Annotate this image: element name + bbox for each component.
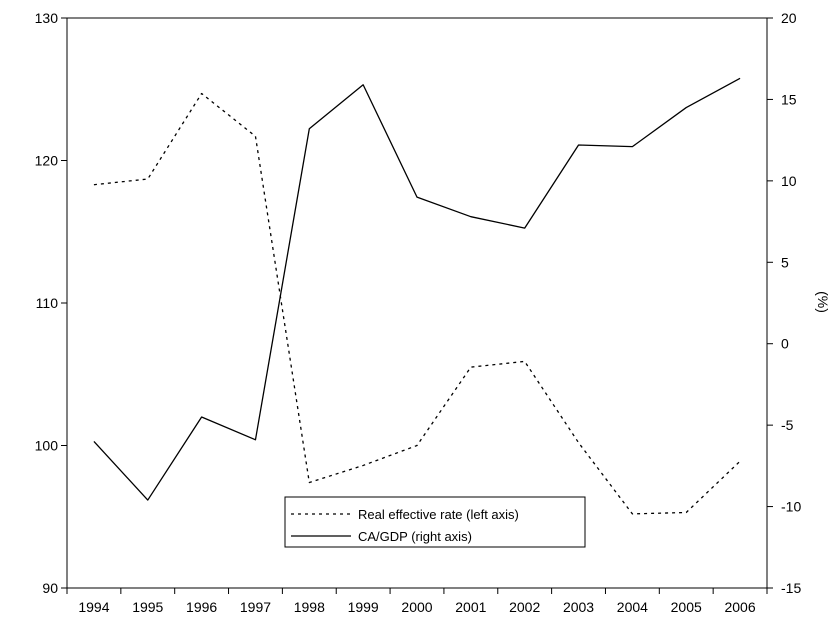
left-tick-label: 100 [35,438,59,454]
x-tick-label: 1996 [186,599,217,615]
right-tick-label: 5 [781,254,789,270]
x-tick-label: 2005 [671,599,702,615]
series-line-ca-gdp [93,77,741,501]
x-tick-label: 2004 [617,599,648,615]
right-tick-label: -5 [781,417,794,433]
series-layer [93,77,741,515]
x-tick-label: 2000 [401,599,432,615]
legend: Real effective rate (left axis) CA/GDP (… [284,496,586,548]
right-axis-label: (%) [815,291,831,313]
x-tick-label: 1999 [348,599,379,615]
right-tick-label: 0 [781,336,789,352]
right-tick-label: 10 [781,173,797,189]
x-tick-label: 1994 [78,599,109,615]
x-tick-label: 2002 [509,599,540,615]
left-tick-label: 130 [35,10,59,26]
left-tick-label: 120 [35,153,59,169]
legend-box [284,496,586,548]
series-line-real-effective-rate [93,92,741,515]
right-tick-label: -10 [781,499,801,515]
left-tick-label: 110 [36,295,59,311]
left-axis: 90 100 110 120 130 [35,10,67,596]
x-tick-label: 2001 [455,599,486,615]
x-tick-label: 2006 [724,599,755,615]
legend-label-real-effective-rate: Real effective rate (left axis) [358,507,519,522]
right-tick-label: 20 [781,10,797,26]
plot-area [66,17,768,589]
right-tick-label: -15 [781,580,801,596]
x-tick-label: 1995 [132,599,163,615]
x-tick-label: 2003 [563,599,594,615]
right-tick-label: 15 [781,91,797,107]
x-tick-label: 1998 [294,599,325,615]
legend-label-ca-gdp: CA/GDP (right axis) [358,529,472,544]
left-tick-label: 90 [42,580,58,596]
x-axis: 1994 1995 1996 1997 1998 1999 2000 2001 2002 2003… [66,588,768,615]
right-axis: -15 -10 -5 0 5 10 15 20 [767,10,801,596]
x-tick-label: 1997 [240,599,271,615]
